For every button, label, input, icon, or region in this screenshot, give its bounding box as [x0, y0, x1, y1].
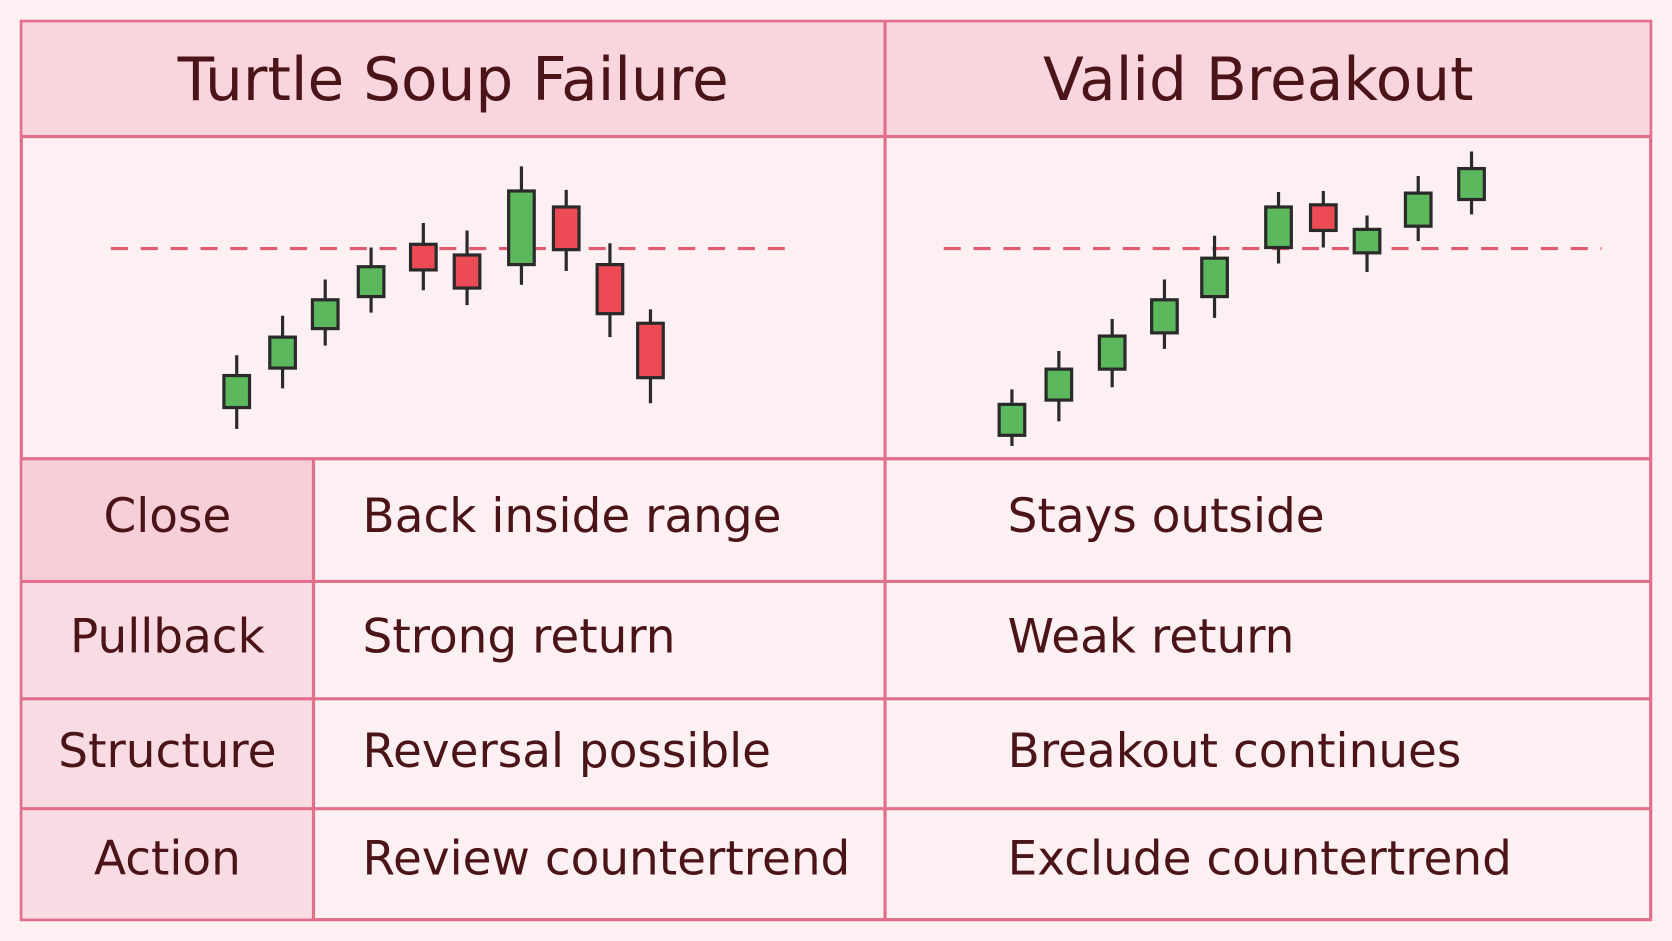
candlestick-illustration-right	[943, 151, 1602, 446]
right-cell: Stays outside	[1008, 489, 1325, 544]
table-frame	[19, 19, 1653, 922]
right-cell: Exclude countertrend	[1008, 832, 1512, 887]
right-cell: Breakout continues	[1008, 724, 1462, 779]
table-rows: Close Back inside range Stays outside Pullb…	[58, 489, 1512, 886]
grid-lines	[21, 21, 1651, 920]
candlestick-illustration-left	[110, 166, 785, 429]
column-title: Turtle Soup Failure	[177, 46, 729, 115]
left-cell: Back inside range	[363, 489, 782, 544]
left-cell: Strong return	[363, 610, 676, 665]
left-cell: Reversal possible	[363, 724, 771, 779]
row-label: Structure	[58, 724, 276, 779]
label-cell-highlight	[22, 458, 314, 582]
left-cell: Review countertrend	[363, 832, 851, 887]
row-label: Close	[104, 489, 232, 544]
column-title: Valid Breakout	[1043, 46, 1474, 115]
right-cell: Weak return	[1008, 610, 1295, 665]
row-label: Pullback	[70, 610, 266, 665]
header-fill	[22, 22, 1650, 137]
row-label: Action	[94, 832, 241, 887]
